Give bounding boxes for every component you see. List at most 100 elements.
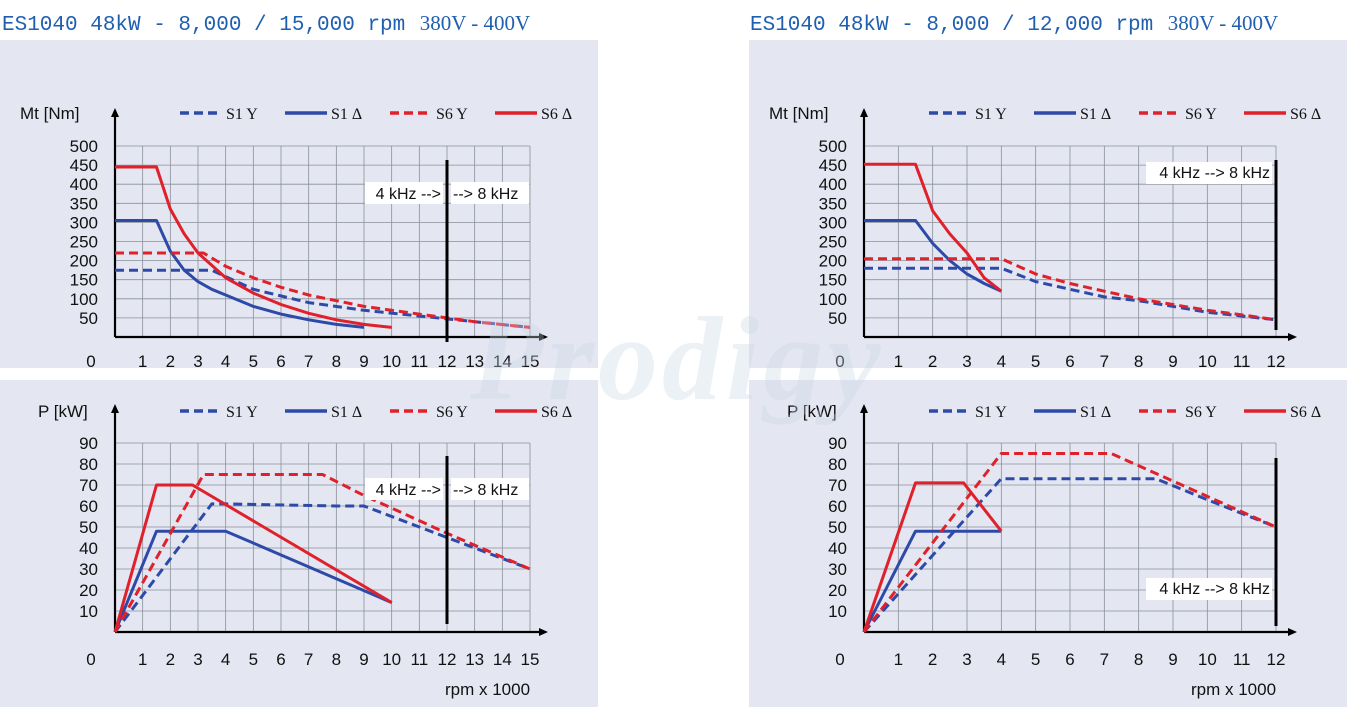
legend-label: S6 Y [436,106,468,123]
y-axis-label: Mt [Nm] [20,104,80,123]
grid-lines [864,442,1277,632]
series-line-s6-y [864,257,1277,322]
x-tick-label: 12 [438,352,457,368]
x-tick-label: 8 [332,352,341,368]
x-tick-label: 10 [1198,352,1217,368]
legend-label: S1 Y [226,106,258,123]
legend-label: S1 Δ [331,404,362,421]
legend: S1 Y S1 Δ S6 Y S6 Δ [929,106,1321,123]
torque-chart-12000-svg: 0 1 2 3 4 5 6 7 8 9 10 11 12501001502002503003504004… [769,104,1321,368]
x-axis-label: rpm x 1000 [445,680,530,699]
grid-lines [115,145,531,337]
legend-label: S1 Y [975,106,1007,123]
y-axis-arrow [860,404,868,413]
x-tick-label: 1 [138,352,147,368]
x-tick-label: 4 [997,650,1006,669]
x-tick-label: 12 [1267,650,1286,669]
frequency-label-left: 4 kHz --> [376,482,441,499]
y-tick-label: 500 [819,137,847,156]
x-tick-label: 2 [928,352,937,368]
x-tick-label: 10 [1198,650,1217,669]
y-tick-label: 40 [828,539,847,558]
x-tick-label: 3 [193,650,202,669]
x-tick-label: 8 [1134,352,1143,368]
series-line-s1-y [113,502,531,633]
x-tick-label: 2 [928,650,937,669]
x-tick-label: 10 [382,352,401,368]
x-tick-label: 1 [138,650,147,669]
x-tick-label: 11 [411,352,429,368]
grid-lines [115,442,531,632]
x-tick-label: 7 [304,650,313,669]
y-tick-label: 60 [828,497,847,516]
y-tick-label: 150 [70,271,98,290]
x-tick-label: 2 [166,352,175,368]
legend-label: S6 Δ [541,106,572,123]
y-tick-label: 90 [828,434,847,453]
x-tick-label: 5 [1031,650,1040,669]
x-tick-label: 3 [193,352,202,368]
x-tick-label: 14 [493,650,512,669]
x-tick-label: 10 [382,650,401,669]
frequency-label: 4 kHz --> 8 kHz [1159,581,1270,598]
y-tick-label: 150 [819,271,847,290]
legend-label: S6 Y [436,404,468,421]
x-tick-label: 12 [1267,352,1286,368]
y-axis-arrow [860,108,868,117]
series-line-s6-delta [862,481,1003,633]
x-tick-label: 4 [221,650,230,669]
y-tick-label: 20 [828,581,847,600]
frequency-label-bg [451,182,529,204]
series-line-s6-y [862,452,1277,633]
frequency-label-right: --> 8 kHz [453,186,518,203]
y-tick-label: 250 [819,233,847,252]
chart-title-left: ES1040 48kW - 8,000 / 15,000 rpm 380V - … [2,8,530,38]
x-tick-label: 6 [276,650,285,669]
x-tick-label: 9 [1168,352,1177,368]
x-tick-label: 7 [1100,650,1109,669]
torque-chart-12000: 0 1 2 3 4 5 6 7 8 9 10 11 12 50 100 150 200 250 300 350 400 4… [749,40,1347,368]
x-tick-label: 0 [835,352,844,368]
y-tick-label: 100 [819,290,847,309]
legend: S1 Y S1 Δ S6 Y S6 Δ [929,404,1321,421]
x-tick-label: 8 [1134,650,1143,669]
x-tick-label: 1 [894,352,903,368]
x-axis-arrow [1288,628,1297,636]
series-line-s1-y [864,266,1277,322]
frequency-label-bg [365,478,443,500]
power-chart-15000: 0 1 2 3 4 5 6 7 8 9 10 11 12 13 14 15 10 20 30 40 50 60 70 80 90… [0,380,598,707]
series-line-s1-delta [862,529,1002,633]
x-axis-label: rpm x 1000 [1191,680,1276,699]
x-tick-label: 13 [465,650,484,669]
x-tick-label: 7 [304,352,313,368]
x-tick-label: 15 [521,352,540,368]
series-line-s6-delta [113,483,393,633]
x-tick-label: 9 [359,352,368,368]
legend-label: S1 Δ [331,106,362,123]
y-tick-label: 90 [79,434,98,453]
legend-label: S1 Δ [1080,404,1111,421]
frequency-label-right: --> 8 kHz [453,482,518,499]
y-tick-label: 350 [70,194,98,213]
series-line-s6-delta [864,162,1003,293]
y-tick-label: 300 [819,213,847,232]
series-line-s6-delta [115,165,392,329]
y-tick-label: 30 [79,560,98,579]
x-tick-label: 5 [249,650,258,669]
frequency-label-bg [1146,578,1272,600]
legend-label: S1 Δ [1080,106,1111,123]
y-tick-label: 30 [828,560,847,579]
x-tick-label: 6 [276,352,285,368]
y-tick-label: 70 [79,476,98,495]
x-tick-label: 14 [493,352,512,368]
x-tick-label: 2 [166,650,175,669]
x-tick-label: 15 [521,650,540,669]
y-axis-arrow [111,108,119,117]
chart-title-right: ES1040 48kW - 8,000 / 12,000 rpm 380V - … [750,8,1278,38]
x-tick-label: 6 [1065,650,1074,669]
y-tick-label: 500 [70,137,98,156]
legend-label: S6 Y [1185,106,1217,123]
title-model-right: ES1040 48kW - 8,000 / 12,000 rpm [750,14,1154,37]
x-axis-arrow [539,333,548,341]
